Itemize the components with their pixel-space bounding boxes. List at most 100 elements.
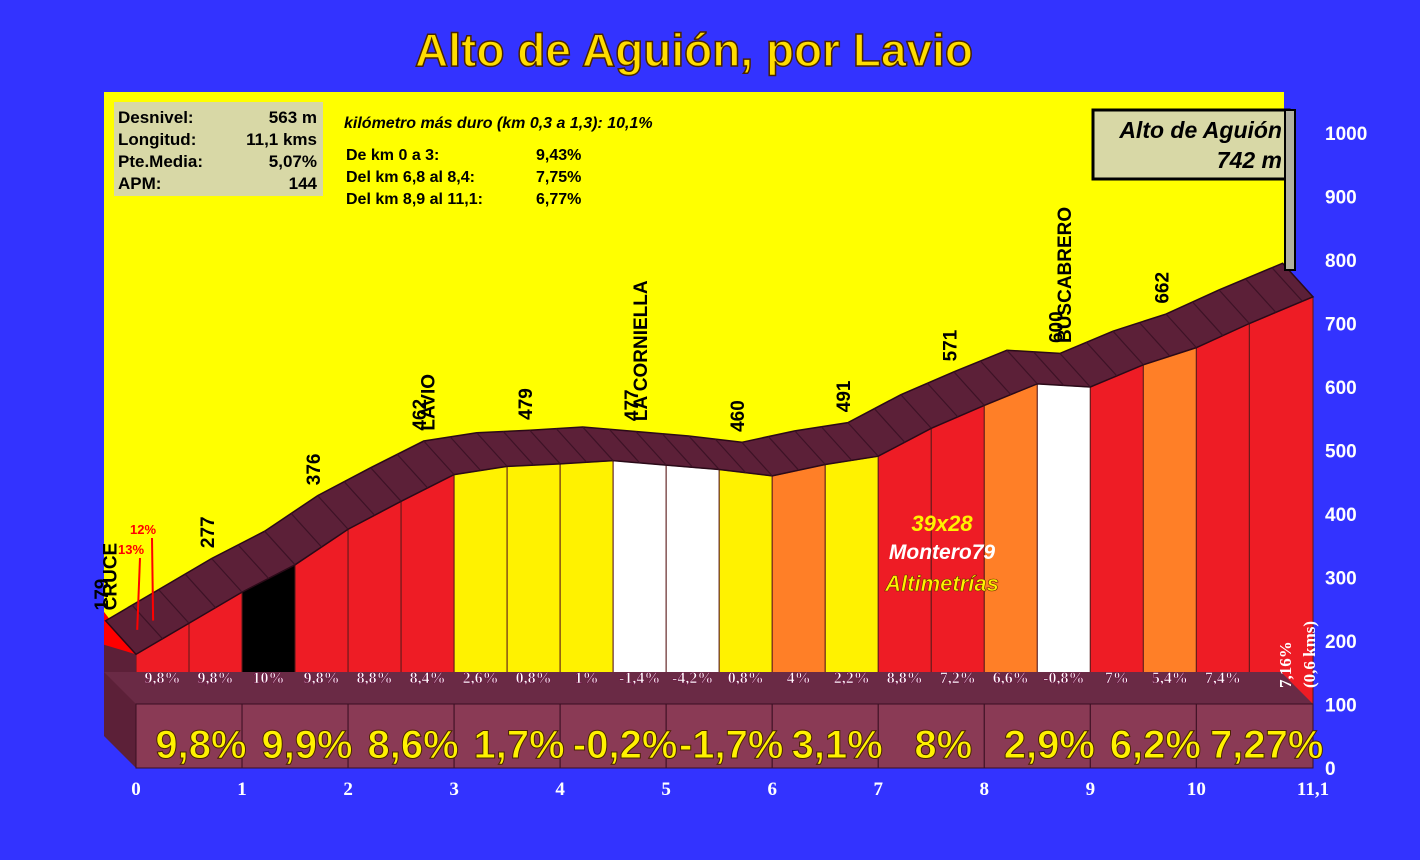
altitude-label: 462	[410, 399, 431, 431]
terrain-hatch	[317, 495, 349, 530]
segment-distance-note: (0,6 kms)	[1300, 621, 1319, 688]
terrain-band	[104, 262, 1315, 656]
segment-fill	[559, 460, 614, 705]
segment-fills	[104, 296, 1314, 768]
terrain-hatch	[529, 429, 561, 465]
segment-fill	[665, 464, 720, 705]
steep-ramp-pointer	[151, 537, 155, 621]
axes: 0 100 200 300 400 500 600 700 800 900 1000 0 1 2 3 4 5 6 7…	[131, 124, 1367, 800]
km-grade-label: -0,2%	[573, 723, 678, 767]
section-value: 7,75%	[536, 169, 581, 186]
terrain-hatch	[343, 481, 376, 516]
terrain-hatch	[211, 558, 243, 593]
x-tick-label: 0	[131, 779, 141, 800]
summit-altitude: 742 m	[1217, 147, 1282, 173]
hardest-km-text: kilómetro más duro (km 0,3 a 1,3): 10,1%	[344, 115, 653, 132]
terrain-hatch	[873, 408, 906, 443]
stat-label: Longitud:	[118, 130, 196, 149]
terrain-hatch	[158, 589, 190, 624]
chart-title: Alto de Aguión, por Lavio	[415, 24, 973, 76]
terrain-hatch	[1112, 330, 1144, 366]
terrain-hatch	[661, 433, 694, 468]
segment-grade-label: 7,16%	[1276, 641, 1295, 688]
km-grade-label: 3,1%	[792, 723, 883, 767]
x-tick-label: 6	[767, 779, 777, 800]
x-tick-label: 4	[555, 779, 565, 800]
stat-label: APM:	[118, 174, 161, 193]
terrain-hatch	[449, 436, 482, 471]
section-label: Del km 6,8 al 8,4:	[346, 169, 475, 186]
terrain-hatch	[1271, 267, 1303, 302]
y-tick-label: 500	[1325, 442, 1357, 463]
stat-label: Desnivel:	[118, 108, 194, 127]
terrain-hatch	[1218, 289, 1250, 324]
terrain-hatch	[1006, 349, 1038, 385]
km-grade-label: 9,9%	[261, 723, 352, 767]
terrain-hatch	[1245, 278, 1277, 313]
y-tick-label: 800	[1325, 251, 1357, 272]
segment-fill	[771, 463, 826, 705]
segment-fill	[718, 468, 773, 705]
terrain-hatch	[264, 530, 296, 566]
segment-fill	[1142, 346, 1197, 705]
terrain-hatch	[476, 432, 508, 467]
segment-grade-labels: 9,8% 9,8% 10% 9,8% 8,8% 8,4% 2,6% 0,8% 1% -1,4% -4…	[144, 621, 1319, 688]
x-tick-label: 5	[661, 779, 671, 800]
segment-fill	[1036, 383, 1091, 705]
km-grade-label: 2,9%	[1004, 723, 1095, 767]
terrain-hatch	[847, 422, 879, 457]
km-grade-base	[104, 672, 1314, 769]
km-grade-label: 1,7%	[474, 723, 565, 767]
segment-fill	[877, 427, 932, 705]
terrain-hatch	[423, 440, 455, 476]
y-tick-label: 1000	[1325, 124, 1367, 145]
altitude-label: 491	[834, 380, 855, 412]
altitude-label: 376	[304, 454, 325, 486]
terrain-hatch	[1085, 341, 1118, 377]
steep-ramp-pointer	[136, 557, 141, 630]
km-grade-label: 6,2%	[1110, 723, 1201, 767]
stat-value: 563 m	[269, 108, 317, 127]
terrain-hatch	[926, 382, 959, 418]
segment-grade-label: 10%	[253, 670, 285, 687]
terrain-hatch	[370, 467, 402, 502]
km-grade-label: 8,6%	[368, 723, 459, 767]
terrain-hatch	[1139, 322, 1171, 357]
terrain-hatch	[900, 394, 932, 429]
terrain-hatch	[290, 513, 323, 548]
segment-grade-label: 4%	[787, 670, 811, 687]
segment-grade-label: 5,4%	[1152, 670, 1188, 687]
segment-fill	[1089, 364, 1144, 705]
x-tick-label: 1	[237, 779, 247, 800]
place-label: LAVIO	[419, 374, 440, 431]
credits: 39x28 Montero79 Altimetrías	[884, 511, 999, 596]
segment-grade-label: 8,8%	[887, 670, 923, 687]
km-grade-cell	[135, 703, 243, 769]
terrain-hatch	[1059, 352, 1091, 388]
terrain-hatch	[714, 438, 747, 474]
section-value: 9,43%	[536, 147, 581, 164]
x-tick-label: 7	[874, 779, 884, 800]
segment-fill	[453, 465, 508, 705]
altitude-label: 460	[728, 400, 749, 432]
y-tick-label: 900	[1325, 188, 1357, 209]
terrain-hatch	[767, 436, 800, 471]
y-tick-label: 600	[1325, 378, 1357, 399]
km-grade-cell	[877, 703, 985, 769]
place-labels: CRUCE LAVIO LA CORNIELLA BUSCABRERO	[101, 207, 1076, 611]
segment-grade-label: 1%	[575, 670, 599, 687]
section-value: 6,77%	[536, 191, 581, 208]
y-tick-label: 300	[1325, 569, 1357, 590]
segment-grade-label: 7,4%	[1205, 670, 1241, 687]
x-tick-label: 3	[449, 779, 459, 800]
altitude-label: 477	[622, 389, 643, 421]
km-grade-cell	[347, 703, 455, 769]
segment-grade-label: 9,8%	[304, 670, 340, 687]
terrain-hatch	[1192, 301, 1224, 336]
segment-grade-label: 7%	[1105, 670, 1129, 687]
y-tick-label: 0	[1325, 759, 1336, 780]
section-grades: kilómetro más duro (km 0,3 a 1,3): 10,1%…	[344, 115, 653, 208]
credit-line: 39x28	[911, 511, 973, 536]
segment-fill	[506, 463, 561, 705]
